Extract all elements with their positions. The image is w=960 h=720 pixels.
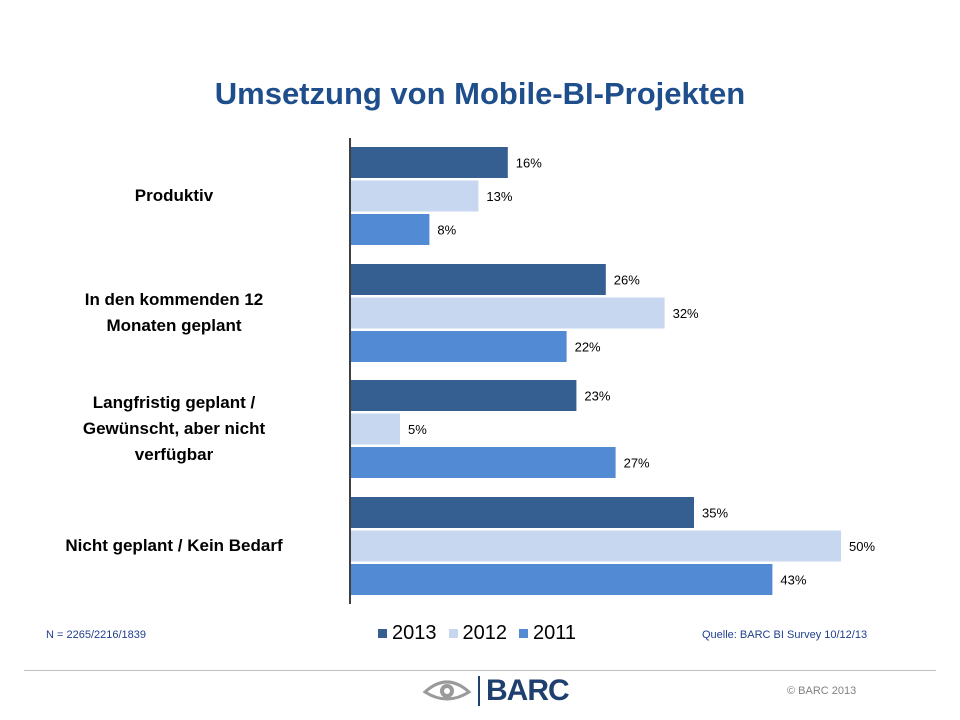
- legend-item-2012: 2012: [448, 622, 508, 645]
- data-label-2011-2: 27%: [624, 456, 650, 471]
- data-label-2013-2: 23%: [584, 389, 610, 404]
- data-label-2013-1: 26%: [614, 273, 640, 288]
- category-label-line: Nicht geplant / Kein Bedarf: [65, 536, 283, 555]
- legend-label: 2012: [462, 622, 508, 644]
- legend-swatch: [519, 629, 528, 638]
- eye-icon: [422, 680, 472, 701]
- data-label-2012-1: 32%: [673, 306, 699, 321]
- bar-2011-1: [351, 331, 567, 362]
- legend-label: 2011: [533, 622, 577, 644]
- bar-2013-1: [351, 264, 606, 295]
- data-label-2011-0: 8%: [437, 223, 456, 238]
- category-label-line: verfügbar: [134, 445, 214, 464]
- category-label-3: Nicht geplant / Kein Bedarf: [14, 533, 334, 559]
- bar-2013-2: [351, 380, 577, 411]
- data-label-2013-0: 16%: [516, 156, 542, 171]
- category-label-2: Langfristig geplant / Gewünscht, aber nic…: [14, 390, 334, 468]
- chart-title: Umsetzung von Mobile-BI-Projekten: [214, 76, 746, 111]
- category-label-line: Produktiv: [134, 186, 214, 205]
- category-label-line: Langfristig geplant /: [92, 393, 256, 412]
- bar-2011-0: [351, 214, 430, 245]
- category-label-1: In den kommenden 12 Monaten geplant: [14, 287, 334, 339]
- legend-item-2011: 2011: [519, 622, 576, 645]
- data-label-2013-3: 35%: [702, 506, 728, 521]
- category-label-line: Monaten geplant: [106, 316, 242, 335]
- copyright: © BARC 2013: [787, 685, 857, 697]
- category-label-0: Produktiv: [14, 183, 334, 209]
- data-label-2012-2: 5%: [408, 422, 427, 437]
- bar-2012-3: [351, 530, 841, 562]
- bar-2012-0: [351, 180, 479, 212]
- data-label-2012-0: 13%: [486, 189, 512, 204]
- data-label-2011-1: 22%: [575, 340, 601, 355]
- bar-2011-2: [351, 447, 616, 478]
- data-label-2012-3: 50%: [849, 539, 875, 554]
- legend-swatch: [448, 629, 458, 638]
- bar-2012-1: [351, 297, 665, 329]
- sample-size-note: N = 2265/2216/1839: [46, 629, 147, 641]
- logo-wordmark: BARC: [478, 676, 570, 706]
- category-label-line: Gewünscht, aber nicht: [82, 419, 266, 438]
- footer-divider: [24, 670, 936, 671]
- bar-2013-0: [351, 147, 508, 178]
- legend-item-2013: 2013: [378, 622, 437, 645]
- data-label-2011-3: 43%: [780, 573, 806, 588]
- barc-logo: BARC: [422, 676, 570, 706]
- chart-legend: 2013 2012 2011: [378, 622, 588, 645]
- source-note: Quelle: BARC BI Survey 10/12/13: [702, 629, 868, 641]
- bar-2012-2: [351, 413, 400, 445]
- legend-label: 2013: [392, 622, 437, 644]
- category-label-line: In den kommenden 12: [84, 290, 264, 309]
- bar-2013-3: [351, 497, 694, 528]
- legend-swatch: [378, 629, 387, 638]
- bar-2011-3: [351, 564, 773, 595]
